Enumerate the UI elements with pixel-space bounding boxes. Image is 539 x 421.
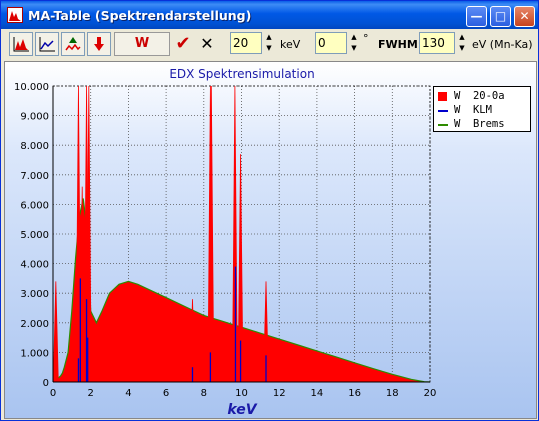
legend-item: W 20-0a <box>438 90 530 104</box>
title-bar[interactable]: MA-Table (Spektrendarstellung) — □ ✕ <box>1 1 538 29</box>
x-tick-label: 20 <box>424 388 437 399</box>
window-title: MA-Table (Spektrendarstellung) <box>28 8 252 23</box>
x-tick-label: 4 <box>125 388 131 399</box>
spin-down-icon[interactable]: ▼ <box>348 43 360 54</box>
axes: 0 1.000 2.000 3.000 4.000 5.000 6.000 7.000 8.00… <box>14 82 436 399</box>
angle-unit-label: ° <box>363 32 369 45</box>
legend-swatch <box>438 124 448 126</box>
y-tick-label: 0 <box>43 378 49 389</box>
legend-swatch <box>438 110 448 112</box>
energy-spinner[interactable]: ▲ ▼ <box>263 32 275 54</box>
spectrum-chart: EDX Spektrensimulation 0 1.000 2.000 3.000 4… <box>14 67 436 418</box>
fwhm-spinner[interactable]: ▲ ▼ <box>456 32 468 54</box>
x-tick-label: 8 <box>201 388 207 399</box>
y-tick-label: 8.000 <box>20 141 49 152</box>
y-tick-label: 6.000 <box>20 200 49 211</box>
brems-line <box>52 198 431 383</box>
chart-title: EDX Spektrensimulation <box>169 67 314 81</box>
spin-up-icon[interactable]: ▲ <box>263 32 275 43</box>
x-tick-label: 16 <box>348 388 361 399</box>
spectrum-chart-icon <box>13 37 29 52</box>
spectrum-area <box>53 198 430 382</box>
x-tick-label: 14 <box>311 388 324 399</box>
peak-button[interactable] <box>61 32 85 56</box>
legend-item: W KLM <box>438 104 530 118</box>
fwhm-unit-label: eV (Mn-Ka) <box>472 38 533 51</box>
legend-label: W 20-0a <box>454 90 505 102</box>
legend-label: W KLM <box>454 104 492 116</box>
element-w-button[interactable]: W <box>114 32 170 56</box>
spectrum-chart-button[interactable] <box>9 32 33 56</box>
fwhm-input[interactable]: 130 <box>419 32 455 54</box>
y-tick-label: 7.000 <box>20 171 49 182</box>
chart-legend: W 20-0a W KLM W Brems <box>433 86 531 132</box>
minimize-button[interactable]: — <box>466 6 487 27</box>
spin-down-icon[interactable]: ▼ <box>263 43 275 54</box>
x-tick-label: 10 <box>235 388 248 399</box>
y-tick-label: 9.000 <box>20 112 49 123</box>
y-tick-label: 4.000 <box>20 260 49 271</box>
spectrum-view-button[interactable] <box>35 32 59 56</box>
maximize-button[interactable]: □ <box>490 6 511 27</box>
plot-area <box>52 85 431 383</box>
angle-input[interactable]: 0 <box>315 32 347 54</box>
red-down-arrow-icon <box>94 37 104 51</box>
energy-input[interactable]: 20 <box>230 32 262 54</box>
close-button[interactable]: ✕ <box>514 6 535 27</box>
x-tick-label: 12 <box>273 388 286 399</box>
spectrum-peak <box>52 281 59 383</box>
x-tick-label: 18 <box>386 388 399 399</box>
cancel-x-button[interactable]: ✕ <box>200 34 214 53</box>
x-tick-label: 6 <box>163 388 169 399</box>
spin-down-icon[interactable]: ▼ <box>456 43 468 54</box>
confirm-check-button[interactable]: ✔ <box>175 33 191 54</box>
legend-swatch <box>438 92 447 101</box>
legend-item: W Brems <box>438 118 530 132</box>
energy-unit-label: keV <box>280 38 301 51</box>
toolbar: W ✔ ✕ 20 ▲ ▼ keV 0 ▲ ▼ ° FWHM: 130 ▲ ▼ e… <box>4 31 535 59</box>
spin-up-icon[interactable]: ▲ <box>348 32 360 43</box>
y-tick-label: 5.000 <box>20 230 49 241</box>
app-spectrum-icon <box>7 7 23 23</box>
spin-up-icon[interactable]: ▲ <box>456 32 468 43</box>
legend-label: W Brems <box>454 118 505 130</box>
download-arrow-button[interactable] <box>87 32 111 56</box>
x-axis-label: keV <box>227 402 257 418</box>
x-tick-label: 2 <box>88 388 94 399</box>
y-tick-label: 3.000 <box>20 289 49 300</box>
chart-panel: EDX Spektrensimulation 0 1.000 2.000 3.000 4… <box>4 61 537 419</box>
y-tick-label: 2.000 <box>20 319 49 330</box>
fwhm-label: FWHM: <box>378 38 423 51</box>
peak-icon <box>65 37 81 51</box>
angle-spinner[interactable]: ▲ ▼ <box>348 32 360 54</box>
y-tick-label: 1.000 <box>20 348 49 359</box>
x-tick-label: 0 <box>50 388 56 399</box>
spectrum-view-icon <box>39 37 55 52</box>
y-tick-label: 10.000 <box>14 82 49 93</box>
